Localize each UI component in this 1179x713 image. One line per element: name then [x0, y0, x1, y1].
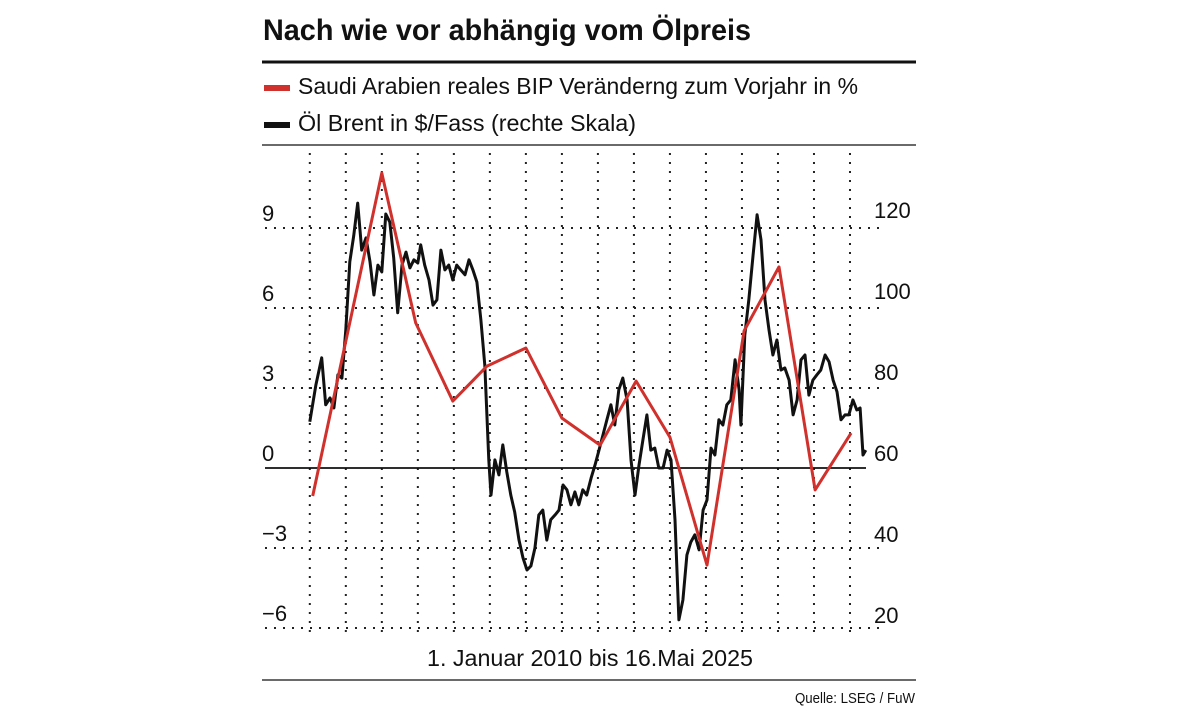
x-axis-label: 1. Januar 2010 bis 16.Mai 2025: [427, 645, 753, 671]
y2-tick-label: 40: [874, 522, 898, 547]
y-tick-label: 9: [262, 201, 274, 226]
y-tick-label: 0: [262, 441, 274, 466]
y-tick-label: 6: [262, 281, 274, 306]
y2-tick-label: 60: [874, 441, 898, 466]
y-tick-label: 3: [262, 361, 274, 386]
legend-label: Saudi Arabien reales BIP Veränderng zum …: [298, 73, 858, 99]
legend-label: Öl Brent in $/Fass (rechte Skala): [298, 110, 636, 136]
chart-title: Nach wie vor abhängig vom Ölpreis: [263, 14, 751, 47]
y2-tick-label: 20: [874, 603, 898, 628]
series-line: [308, 201, 868, 622]
series-line: [311, 171, 853, 567]
y2-tick-label: 80: [874, 360, 898, 385]
y-tick-label: −6: [262, 601, 287, 626]
y-tick-label: −3: [262, 521, 287, 546]
source: Quelle: LSEG / FuW: [795, 690, 916, 707]
y2-tick-label: 100: [874, 279, 911, 304]
y2-tick-label: 120: [874, 198, 911, 223]
